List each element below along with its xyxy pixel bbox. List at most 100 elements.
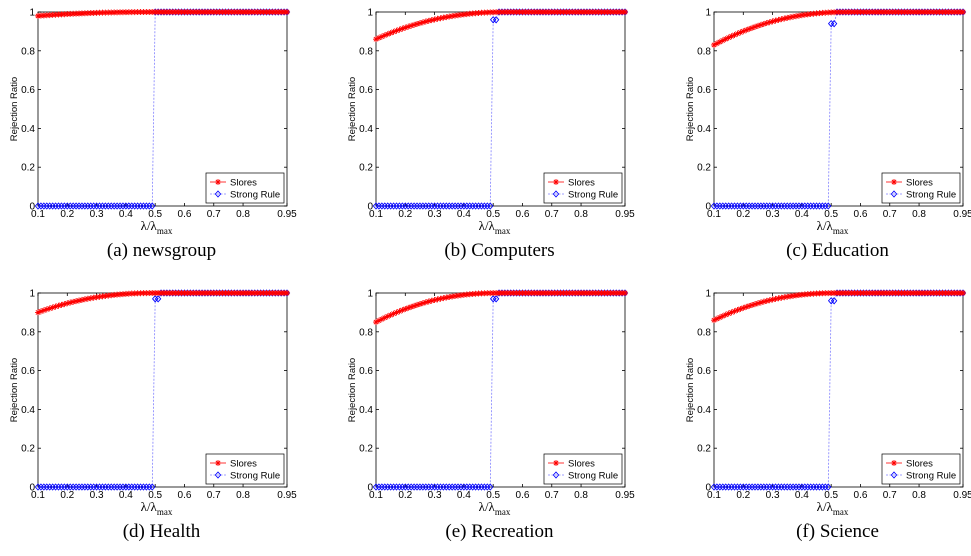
legend-slores-marker <box>891 179 897 185</box>
panel-caption: (b) Computers <box>444 240 555 261</box>
y-tick-label: 1 <box>705 8 711 19</box>
x-tick-label: 0.8 <box>236 490 250 501</box>
x-tick-label: 0.8 <box>236 209 250 220</box>
legend-box <box>205 453 285 485</box>
x-tick-label: 0.3 <box>428 490 442 501</box>
x-tick-label: 0.7 <box>883 209 897 220</box>
x-tick-label: 0.6 <box>178 490 192 501</box>
panel-caption: (e) Recreation <box>445 521 554 542</box>
legend-strong-label: Strong Rule <box>230 190 280 201</box>
y-tick-label: 1 <box>367 8 373 19</box>
slores-line <box>37 292 287 313</box>
x-tick-label: 0.2 <box>398 209 412 220</box>
legend-box <box>543 453 623 485</box>
legend-strong-marker <box>552 190 560 198</box>
x-tick-label: 0.2 <box>736 209 750 220</box>
chart-panel: 0 0.2 0.4 0.6 0.8 1 0.1 0.2 0.3 0.4 0.5 0.6 0.7 0.8 0.… <box>676 0 971 275</box>
slores-point <box>622 290 628 296</box>
y-tick-label: 0.2 <box>21 163 35 174</box>
chart-panel: 0 0.2 0.4 0.6 0.8 1 0.1 0.2 0.3 0.4 0.5 0.6 0.7 0.8 0.… <box>0 281 323 556</box>
x-tick-label: 0.7 <box>545 490 559 501</box>
x-tick-label: 0.4 <box>457 209 471 220</box>
x-tick-label: 0.8 <box>912 209 926 220</box>
x-tick-label: 0.3 <box>90 490 104 501</box>
legend-slores-marker <box>215 460 221 466</box>
y-axis-label: Rejection Ratio <box>347 358 358 422</box>
x-axis-label: λ/λmax <box>141 218 173 236</box>
x-tick-label: 0.7 <box>207 209 221 220</box>
strong-rule-point <box>825 483 832 491</box>
x-tick-label: 0.5 <box>148 209 162 220</box>
legend-slores-marker <box>215 179 221 185</box>
panel-caption: (a) newsgroup <box>106 240 217 261</box>
x-tick-label: 0.3 <box>766 490 780 501</box>
strong-rule-point <box>825 202 832 210</box>
panel-caption: (d) Health <box>122 521 201 542</box>
legend-strong-label: Strong Rule <box>230 471 280 482</box>
slores-line <box>375 292 625 323</box>
legend-strong-marker <box>890 190 898 198</box>
chart-svg: 0 0.2 0.4 0.6 0.8 1 0.1 0.2 0.3 0.4 0.5 0.6 0.7 0.8 0.… <box>347 289 635 518</box>
y-tick-label: 0.2 <box>21 444 35 455</box>
x-axis-label: λ/λmax <box>817 499 849 517</box>
x-axis-label: λ/λmax <box>479 218 511 236</box>
x-tick-label: 0.6 <box>854 490 868 501</box>
strong-rule-point <box>830 19 838 28</box>
x-tick-label: 0.5 <box>824 209 838 220</box>
x-axis-label: λ/λmax <box>479 499 511 517</box>
y-tick-label: 0 <box>29 202 35 213</box>
x-tick-label: 0.4 <box>795 209 809 220</box>
y-tick-label: 0.6 <box>697 366 711 377</box>
x-tick-label: 0.95 <box>953 209 971 220</box>
strong-rule-point <box>487 483 494 491</box>
y-tick-label: 0.6 <box>359 366 373 377</box>
x-tick-label: 0.1 <box>707 490 721 501</box>
legend-strong-marker <box>552 471 560 479</box>
chart-panel: 0 0.2 0.4 0.6 0.8 1 0.1 0.2 0.3 0.4 0.5 0.6 0.7 0.8 0.… <box>338 281 661 556</box>
y-tick-label: 1 <box>29 8 35 19</box>
y-tick-label: 1 <box>29 289 35 300</box>
y-axis-label: Rejection Ratio <box>685 77 696 141</box>
legend-strong-label: Strong Rule <box>906 471 956 482</box>
legend-slores-label: Slores <box>906 178 933 189</box>
x-tick-label: 0.7 <box>545 209 559 220</box>
y-tick-label: 0.2 <box>697 444 711 455</box>
y-tick-label: 1 <box>367 289 373 300</box>
strong-rule-point <box>149 202 156 210</box>
legend-strong-label: Strong Rule <box>906 190 956 201</box>
panel-caption: (f) Science <box>796 521 879 542</box>
y-axis-label: Rejection Ratio <box>9 77 20 141</box>
x-tick-label: 0.5 <box>486 209 500 220</box>
x-tick-label: 0.95 <box>615 209 635 220</box>
y-tick-label: 0.6 <box>21 366 35 377</box>
y-axis-label: Rejection Ratio <box>347 77 358 141</box>
y-tick-label: 0.8 <box>359 46 373 57</box>
y-tick-label: 0.4 <box>21 124 35 135</box>
chart-panel: 0 0.2 0.4 0.6 0.8 1 0.1 0.2 0.3 0.4 0.5 0.6 0.7 0.8 0.… <box>338 0 661 275</box>
y-tick-label: 0.4 <box>359 405 373 416</box>
x-tick-label: 0.4 <box>119 490 133 501</box>
x-tick-label: 0.1 <box>707 209 721 220</box>
x-tick-label: 0.6 <box>178 209 192 220</box>
legend-strong-marker <box>890 471 898 479</box>
y-tick-label: 0 <box>29 483 35 494</box>
legend-slores-label: Slores <box>568 459 595 470</box>
slores-point <box>284 290 290 296</box>
x-tick-label: 0.5 <box>486 490 500 501</box>
strong-rule-point <box>492 16 500 24</box>
strong-rule-point <box>154 295 162 303</box>
panel-caption: (c) Education <box>786 240 889 261</box>
legend-box <box>881 453 961 485</box>
x-tick-label: 0.5 <box>148 490 162 501</box>
x-tick-label: 0.1 <box>369 209 383 220</box>
legend-box <box>205 172 285 204</box>
x-tick-label: 0.1 <box>31 490 45 501</box>
y-tick-label: 0.4 <box>697 124 711 135</box>
chart-svg: 0 0.2 0.4 0.6 0.8 1 0.1 0.2 0.3 0.4 0.5 0.6 0.7 0.8 0.… <box>9 289 297 518</box>
x-tick-label: 0.1 <box>369 490 383 501</box>
x-tick-label: 0.8 <box>912 490 926 501</box>
legend-slores-label: Slores <box>568 178 595 189</box>
x-axis-label: λ/λmax <box>141 499 173 517</box>
